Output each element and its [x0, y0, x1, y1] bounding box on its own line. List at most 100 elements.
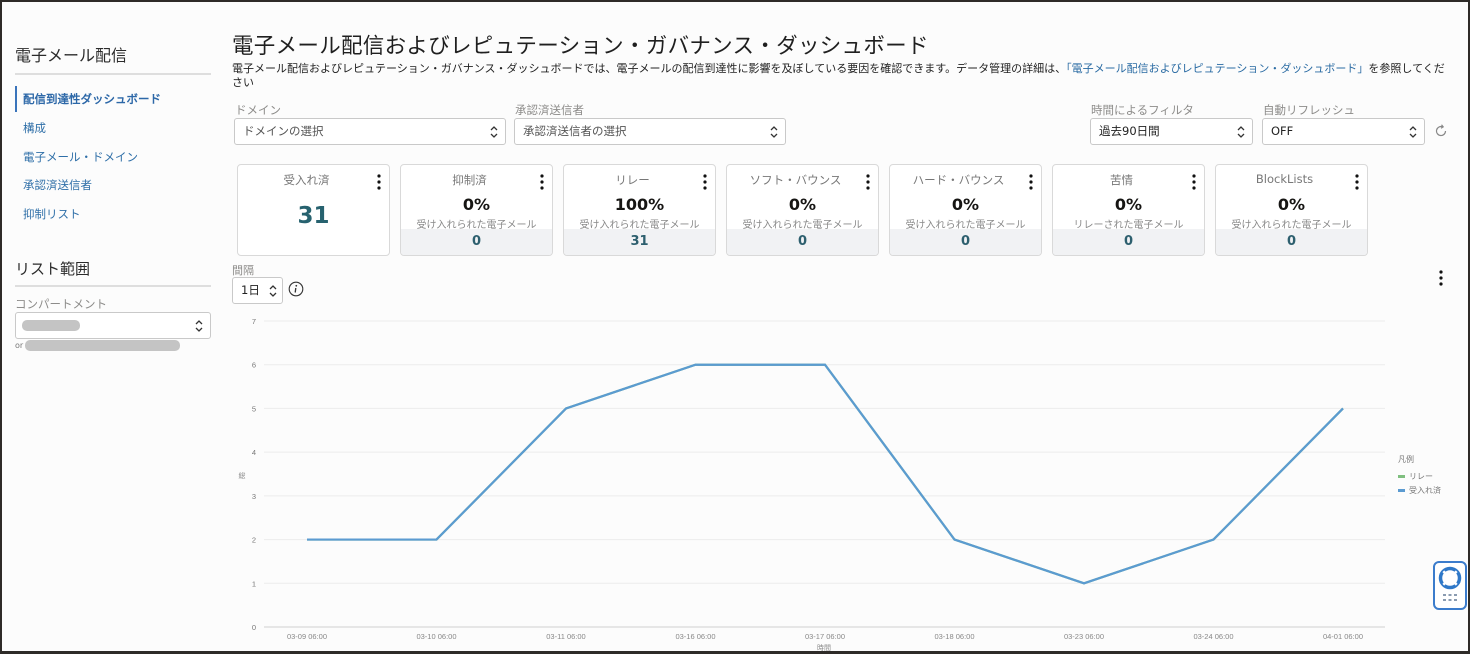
kpi-percent: 0%	[1114, 195, 1143, 214]
kpi-count: 0	[890, 229, 1041, 255]
legend-item-relay[interactable]: リレー	[1398, 471, 1441, 482]
legend-title: 凡例	[1398, 455, 1414, 464]
kpi-percent: 0%	[951, 195, 980, 214]
sidebar-item-deliverability-dashboard[interactable]: 配信到達性ダッシュボード	[15, 86, 211, 112]
interval-value: 1日	[241, 283, 260, 297]
page-title: 電子メール配信およびレピュテーション・ガバナンス・ダッシュボード	[232, 34, 929, 59]
kpi-title: リレー	[615, 173, 650, 187]
kpi-title: 受入れ済	[283, 173, 330, 187]
x-tick-label: 03-18 06:00	[934, 632, 974, 641]
kpi-card-suppressed: 抑制済 0% 受け入れられた電子メール 0	[400, 164, 553, 256]
info-icon[interactable]	[288, 281, 304, 297]
series-line[interactable]	[307, 363, 1344, 585]
time-filter-label: 時間によるフィルタ	[1091, 103, 1194, 117]
auto-refresh-select[interactable]: OFF	[1262, 118, 1425, 145]
x-tick-label: 04-01 06:00	[1323, 632, 1363, 641]
legend-swatch	[1398, 489, 1405, 492]
sidebar-item-configuration[interactable]: 構成	[23, 121, 46, 135]
redacted-value	[22, 320, 80, 331]
compartment-select[interactable]	[15, 312, 211, 339]
kpi-count: 31	[564, 229, 715, 255]
x-tick-label: 03-11 06:00	[546, 632, 585, 641]
more-options-icon[interactable]	[1192, 174, 1196, 190]
x-tick-label: 03-17 06:00	[805, 632, 845, 641]
chart-legend: 凡例 リレー 受入れ済	[1398, 454, 1441, 496]
more-options-icon[interactable]	[1355, 174, 1359, 190]
x-tick-label: 03-09 06:00	[287, 632, 327, 641]
kpi-title: ハード・バウンス	[912, 173, 1005, 187]
time-filter-select[interactable]: 過去90日間	[1090, 118, 1253, 145]
page-description: 電子メール配信およびレピュテーション・ガバナンス・ダッシュボードでは、電子メール…	[232, 62, 1454, 90]
chevron-updown-icon	[770, 126, 778, 138]
more-options-icon[interactable]	[540, 174, 544, 190]
domain-select[interactable]: ドメインの選択	[234, 118, 506, 145]
y-tick-label: 2	[252, 536, 256, 545]
grid-dots-icon	[1443, 594, 1457, 601]
kpi-subtitle: 受け入れられた電子メール	[742, 220, 863, 231]
y-tick-label: 4	[252, 448, 256, 457]
help-button[interactable]	[1433, 561, 1467, 610]
sidebar-item-email-domains[interactable]: 電子メール・ドメイン	[23, 150, 138, 164]
kpi-title: 抑制済	[452, 173, 487, 187]
legend-item-accepted[interactable]: 受入れ済	[1398, 485, 1441, 496]
more-options-icon[interactable]	[703, 174, 707, 190]
x-tick-label: 03-16 06:00	[675, 632, 715, 641]
divider	[15, 73, 211, 75]
kpi-title: BlockLists	[1255, 172, 1314, 186]
chevron-updown-icon	[195, 320, 203, 332]
kpi-count: 0	[1053, 229, 1204, 255]
chevron-updown-icon	[1409, 126, 1417, 138]
kpi-subtitle: リレーされた電子メール	[1073, 220, 1184, 231]
description-suffix: を参照してください	[232, 62, 1445, 89]
more-options-icon[interactable]	[1029, 174, 1033, 190]
y-tick-label: 5	[252, 404, 256, 413]
approved-sender-select[interactable]: 承認済送信者の選択	[514, 118, 786, 145]
kpi-percent: 0%	[1277, 195, 1306, 214]
kpi-title: ソフト・バウンス	[749, 173, 842, 187]
y-tick-label: 0	[252, 623, 256, 632]
auto-refresh-value: OFF	[1271, 124, 1294, 138]
compartment-label: コンパートメント	[15, 297, 107, 311]
more-options-icon[interactable]	[866, 174, 870, 190]
kpi-percent: 0%	[462, 195, 491, 214]
kpi-count: 0	[727, 229, 878, 255]
kpi-subtitle: 受け入れられた電子メール	[1231, 220, 1352, 231]
list-scope-title: リスト範囲	[15, 260, 91, 278]
interval-select[interactable]: 1日	[232, 277, 283, 304]
approved-sender-label: 承認済送信者	[515, 103, 584, 117]
x-axis-label: 時間	[817, 644, 831, 651]
sidebar-item-suppression-list[interactable]: 抑制リスト	[23, 207, 81, 221]
auto-refresh-label: 自動リフレッシュ	[1263, 103, 1355, 117]
lifebuoy-icon	[1438, 566, 1462, 601]
y-tick-label: 7	[252, 317, 256, 326]
chevron-updown-icon	[269, 285, 277, 297]
more-options-icon[interactable]	[377, 174, 381, 190]
sidebar-item-approved-senders[interactable]: 承認済送信者	[23, 178, 92, 192]
redacted-ocid	[25, 340, 180, 351]
x-tick-label: 03-24 06:00	[1193, 632, 1233, 641]
approved-sender-placeholder: 承認済送信者の選択	[523, 124, 627, 138]
refresh-icon[interactable]	[1433, 123, 1449, 139]
kpi-card-hard-bounce: ハード・バウンス 0% 受け入れられた電子メール 0	[889, 164, 1042, 256]
kpi-count: 0	[401, 229, 552, 255]
interval-label: 間隔	[232, 264, 254, 277]
documentation-link[interactable]: 「電子メール配信およびレピュテーション・ダッシュボード」	[1066, 62, 1369, 75]
kpi-card-blocklists: BlockLists 0% 受け入れられた電子メール 0	[1215, 164, 1368, 256]
kpi-card-complaints: 苦情 0% リレーされた電子メール 0	[1052, 164, 1205, 256]
y-tick-label: 1	[252, 579, 256, 588]
kpi-card-relay: リレー 100% 受け入れられた電子メール 31	[563, 164, 716, 256]
y-tick-label: 6	[252, 361, 256, 370]
time-filter-value: 過去90日間	[1099, 124, 1160, 138]
kpi-percent: 0%	[788, 195, 817, 214]
domain-placeholder: ドメインの選択	[243, 124, 324, 138]
series-line[interactable]	[307, 363, 1344, 585]
chart-more-options-icon[interactable]	[1439, 270, 1443, 286]
y-axis-label: 総	[239, 471, 246, 480]
sidebar-title: 電子メール配信	[15, 46, 128, 65]
x-tick-label: 03-10 06:00	[416, 632, 456, 641]
chevron-updown-icon	[490, 126, 498, 138]
kpi-value: 31	[297, 203, 330, 229]
kpi-subtitle: 受け入れられた電子メール	[416, 220, 537, 231]
